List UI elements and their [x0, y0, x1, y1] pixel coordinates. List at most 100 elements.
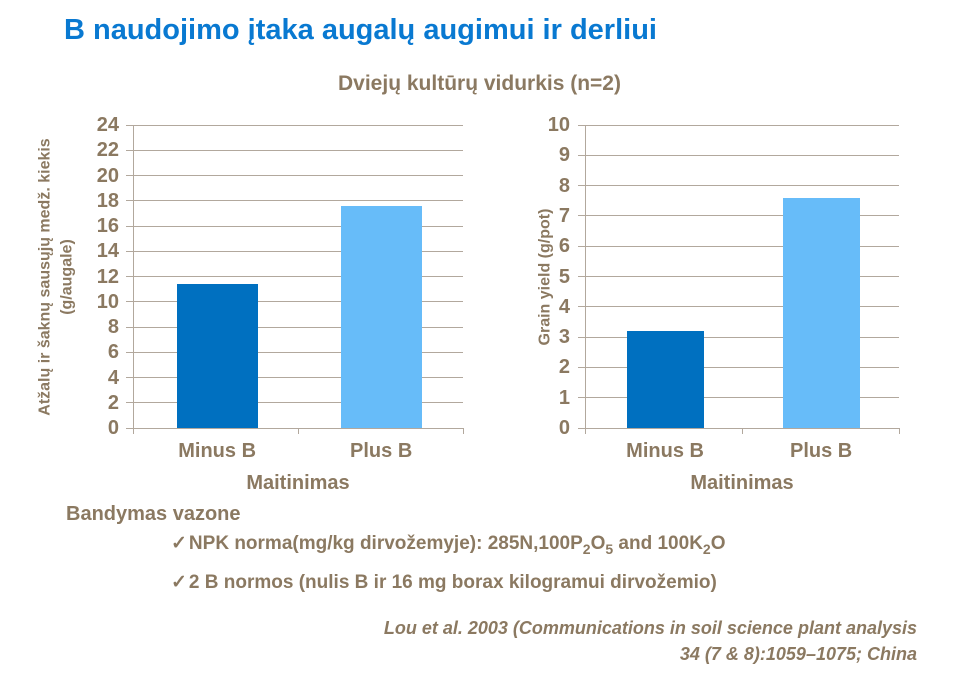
- y-tick-label: 2: [107, 391, 119, 414]
- y-tick-label: 1: [558, 386, 570, 409]
- x-axis-title: Maitinimas: [690, 472, 794, 494]
- gridline: [133, 200, 463, 202]
- gridline: [133, 301, 463, 303]
- x-tick-mark: [132, 428, 134, 434]
- y-tick-mark: [126, 276, 133, 277]
- x-category-label: Plus B: [790, 440, 853, 462]
- page-title: B naudojimo įtaka augalų augimui ir derl…: [64, 14, 657, 46]
- gridline: [585, 124, 899, 126]
- y-tick-mark: [126, 301, 133, 303]
- y-tick-label: 12: [96, 265, 119, 288]
- y-tick-label: 9: [558, 144, 570, 167]
- y-axis-line: [133, 125, 134, 428]
- y-tick-mark: [126, 427, 133, 429]
- y-axis-line: [585, 125, 586, 428]
- note-bullet: ✓ NPK norma(mg/kg dirvožemyje): 285N,100P…: [171, 533, 726, 560]
- gridline: [585, 366, 899, 368]
- y-tick-mark: [126, 351, 133, 353]
- note-text: O: [590, 533, 606, 554]
- x-tick-mark: [297, 428, 299, 434]
- y-tick-label: 24: [96, 114, 119, 136]
- y-tick-label: 10: [547, 114, 570, 136]
- y-tick-label: 4: [107, 366, 119, 389]
- checkmark-icon: ✓: [171, 571, 187, 593]
- x-axis-title: Maitinimas: [246, 472, 350, 494]
- note-text: 2 B normos (nulis B ir 16 mg borax kilog…: [188, 571, 717, 593]
- y-tick-label: 5: [558, 265, 570, 288]
- y-tick-label: 14: [96, 240, 119, 263]
- gridline: [585, 185, 899, 187]
- y-tick-label: 22: [96, 139, 119, 162]
- notes-heading: Bandymas vazone: [66, 503, 241, 525]
- chart-subtitle: Dviejų kultūrų vidurkis (n=2): [338, 72, 621, 95]
- y-tick-mark: [126, 175, 133, 176]
- y-tick-mark: [126, 250, 133, 252]
- y-tick-mark: [126, 124, 133, 126]
- y-axis-title: Grain yield (g/pot): [534, 125, 556, 428]
- gridline: [133, 149, 463, 151]
- y-tick-label: 6: [558, 235, 570, 258]
- y-tick-label: 8: [107, 316, 119, 338]
- note-text-subscript: 2: [702, 540, 711, 557]
- y-tick-mark: [578, 185, 585, 187]
- y-tick-label: 2: [558, 356, 570, 379]
- y-tick-label: 4: [558, 295, 570, 318]
- y-tick-mark: [578, 397, 585, 399]
- note-text-subscript: 5: [605, 540, 614, 557]
- y-tick-label: 18: [96, 189, 119, 212]
- bar-minus-b: [626, 331, 704, 428]
- y-tick-mark: [126, 149, 133, 151]
- y-tick-label: 7: [558, 204, 570, 227]
- y-tick-label: 8: [558, 174, 570, 197]
- citation: Lou et al. 2003 (Communications in soil …: [384, 615, 917, 667]
- bar-plus-b: [340, 205, 422, 428]
- citation-line-1: Lou et al. 2003 (Communications in soil …: [383, 618, 917, 638]
- y-tick-mark: [578, 336, 585, 338]
- checkmark-icon: ✓: [171, 533, 187, 554]
- gridline: [133, 402, 463, 404]
- x-category-label: Minus B: [178, 440, 257, 462]
- gridline: [133, 276, 463, 277]
- gridline: [585, 336, 899, 338]
- x-tick-mark: [462, 428, 464, 434]
- gridline: [585, 245, 899, 247]
- note-text-subscript: 2: [582, 540, 591, 557]
- y-tick-mark: [578, 215, 585, 217]
- y-tick-label: 0: [107, 417, 119, 439]
- y-tick-mark: [126, 200, 133, 202]
- citation-line-2: 34 (7 & 8):1059–1075; China: [679, 644, 917, 664]
- gridline: [585, 215, 899, 217]
- gridline: [585, 154, 899, 156]
- gridline: [585, 397, 899, 399]
- y-tick-label: 20: [96, 164, 119, 187]
- gridline: [585, 276, 899, 277]
- x-category-label: Minus B: [626, 440, 704, 462]
- note-text: O: [710, 533, 726, 554]
- x-tick-mark: [584, 428, 586, 434]
- y-tick-mark: [578, 306, 585, 308]
- note-text: and 100K: [613, 533, 703, 554]
- y-tick-mark: [126, 225, 133, 227]
- y-tick-mark: [126, 377, 133, 378]
- y-tick-mark: [578, 366, 585, 368]
- x-category-label: Plus B: [350, 440, 413, 462]
- notes-bullets: ✓ NPK norma(mg/kg dirvožemyje): 285N,100P…: [171, 533, 726, 606]
- gridline: [585, 306, 899, 308]
- note-bullet: ✓ 2 B normos (nulis B ir 16 mg borax kilo…: [171, 572, 726, 594]
- gridline: [133, 175, 463, 176]
- bar-plus-b: [782, 197, 860, 428]
- note-text: NPK norma(mg/kg dirvožemyje): 285N,100P: [188, 533, 583, 554]
- y-tick-label: 0: [558, 417, 570, 439]
- y-tick-label: 16: [96, 215, 119, 237]
- x-tick-mark: [741, 428, 743, 434]
- gridline: [133, 326, 463, 328]
- y-axis-title-line: Grain yield (g/pot): [536, 208, 553, 345]
- y-tick-mark: [126, 402, 133, 404]
- gridline: [133, 124, 463, 126]
- bar-minus-b: [176, 284, 258, 428]
- gridline: [133, 250, 463, 252]
- y-tick-mark: [578, 124, 585, 126]
- gridline: [133, 225, 463, 227]
